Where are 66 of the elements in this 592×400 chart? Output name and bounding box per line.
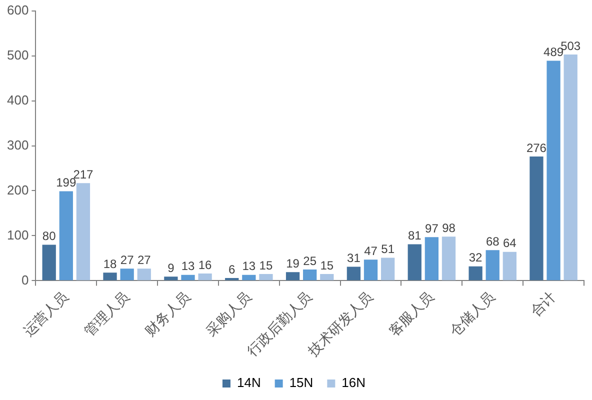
bar <box>320 274 334 280</box>
data-label: 64 <box>502 236 517 250</box>
y-tick-label: 200 <box>6 182 29 198</box>
bar <box>103 272 117 280</box>
data-label: 68 <box>486 234 500 248</box>
y-tick-label: 0 <box>21 272 29 288</box>
y-tick-label: 500 <box>6 47 29 62</box>
data-label: 27 <box>137 252 152 267</box>
y-tick-label: 600 <box>6 2 29 18</box>
legend-label: 16N <box>342 375 366 390</box>
bar <box>486 250 500 280</box>
x-tick-label: 客服人员 <box>386 288 437 340</box>
bar <box>164 276 178 280</box>
data-label: 18 <box>103 256 118 271</box>
bar <box>198 274 212 280</box>
data-label: 15 <box>259 258 273 272</box>
x-tick-label: 采购人员 <box>202 288 254 340</box>
bar <box>468 266 482 280</box>
bar <box>530 156 544 280</box>
data-label: 97 <box>425 221 439 236</box>
y-tick-label: 300 <box>6 137 29 152</box>
data-label: 81 <box>408 228 422 243</box>
bar <box>546 60 560 280</box>
data-label: 15 <box>320 258 334 272</box>
data-label: 19 <box>286 256 300 270</box>
bar <box>346 266 361 280</box>
y-tick-label: 400 <box>6 92 29 108</box>
bar <box>424 237 439 280</box>
x-tick-label: 运营人员 <box>20 288 71 340</box>
bar <box>364 260 378 280</box>
data-label: 9 <box>168 260 175 275</box>
bar <box>259 274 273 280</box>
data-label: 6 <box>228 262 236 276</box>
data-label: 276 <box>526 140 547 155</box>
bar <box>120 268 134 280</box>
bar <box>564 54 578 280</box>
bar <box>502 252 516 280</box>
data-label: 13 <box>181 259 195 274</box>
x-tick-label: 仓储人员 <box>446 288 498 340</box>
bar <box>181 274 195 280</box>
data-label: 31 <box>347 251 361 266</box>
data-label: 16 <box>198 258 212 272</box>
data-label: 98 <box>442 220 456 235</box>
bar <box>76 183 90 280</box>
bar <box>303 269 317 280</box>
data-label: 51 <box>381 242 395 256</box>
x-tick-label: 财务人员 <box>142 288 193 340</box>
bar <box>59 191 73 280</box>
bar <box>242 274 256 280</box>
bar <box>42 244 56 280</box>
data-label: 47 <box>364 244 378 258</box>
legend-label: 14N <box>236 375 261 390</box>
bar <box>381 258 395 280</box>
legend-label: 15N <box>289 375 314 390</box>
data-label: 13 <box>242 259 256 274</box>
bar <box>442 236 456 280</box>
data-label: 32 <box>468 250 483 265</box>
data-label: 25 <box>303 254 317 268</box>
x-tick-label: 合计 <box>527 288 558 320</box>
bar <box>286 272 300 280</box>
bar <box>137 268 151 280</box>
y-tick-label: 100 <box>6 227 29 242</box>
data-label: 27 <box>120 252 134 267</box>
x-tick-label: 管理人员 <box>81 288 132 340</box>
data-label: 80 <box>42 229 56 244</box>
bar <box>408 244 422 280</box>
